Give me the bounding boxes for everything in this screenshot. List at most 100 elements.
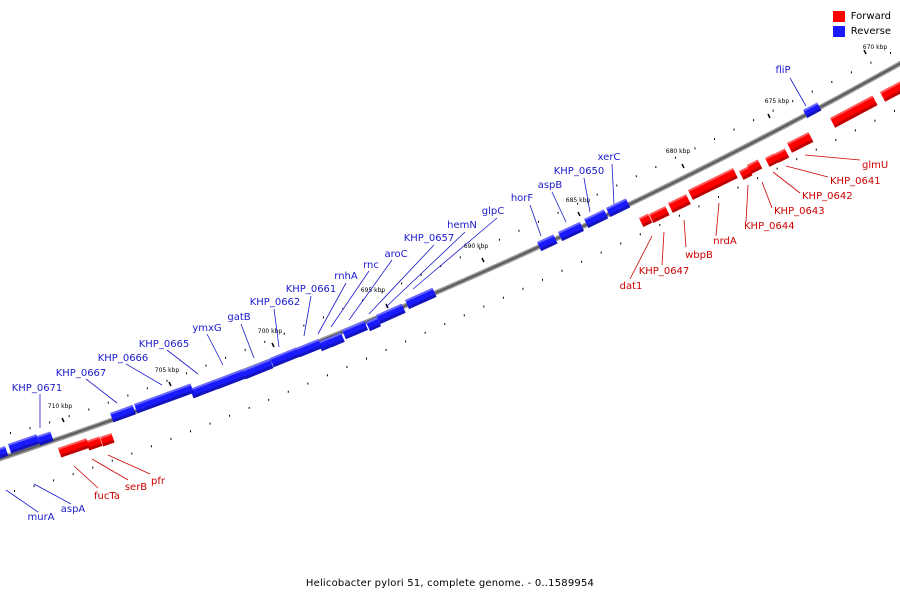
reverse-gene-16-body <box>134 383 194 414</box>
minor-tick <box>346 365 348 368</box>
reverse-gene-16-hilite <box>134 383 192 406</box>
reverse-gene-4 <box>537 234 558 252</box>
minor-tick <box>146 387 148 390</box>
minor-tick <box>244 348 246 351</box>
label-glpC-leader <box>412 217 498 290</box>
label-KHP_0662-leader <box>273 308 280 348</box>
legend-reverse: Reverse <box>832 24 891 39</box>
reverse-gene-1-hilite <box>606 198 627 210</box>
reverse-gene-15-hilite <box>190 379 215 391</box>
minor-tick <box>401 282 403 285</box>
minor-tick <box>890 52 891 54</box>
label-pfr: pfr <box>151 476 166 487</box>
label-KHP_0642: KHP_0642 <box>802 191 853 202</box>
reverse-gene-18-hilite <box>37 431 51 438</box>
forward-gene-3-shade <box>777 154 790 163</box>
reverse-gene-8 <box>342 320 368 340</box>
label-murA-leader <box>5 489 39 513</box>
minor-tick <box>538 220 539 223</box>
forward-gene-11-body <box>100 433 115 447</box>
genome-backbone <box>0 60 900 462</box>
reverse-gene-12 <box>270 347 300 368</box>
reverse-gene-1 <box>606 198 631 217</box>
tick-mark <box>481 257 485 263</box>
forward-gene-1 <box>830 95 878 128</box>
tick-mark <box>681 163 685 169</box>
reverse-gene-9-hilite <box>328 332 342 340</box>
backbone-line <box>0 62 900 460</box>
reverse-gene-6-body <box>376 303 406 325</box>
label-aspB: aspB <box>538 180 563 191</box>
minor-tick <box>366 357 367 360</box>
reverse-gene-14-body <box>214 369 246 390</box>
forward-gene-4 <box>765 153 779 167</box>
forward-gene-0 <box>880 80 900 102</box>
reverse-gene-4-shade <box>539 240 558 252</box>
minor-tick <box>322 316 324 319</box>
minor-tick <box>131 452 133 455</box>
reverse-gene-12-shade <box>272 354 300 368</box>
label-glpC: glpC <box>482 206 504 217</box>
label-dat1: dat1 <box>620 281 643 292</box>
reverse-gene-20-shade <box>0 452 9 462</box>
minor-tick <box>620 242 622 245</box>
label-horF-leader <box>529 204 542 237</box>
minor-tick <box>127 394 129 397</box>
reverse-gene-17-hilite <box>110 404 134 415</box>
reverse-gene-16 <box>134 383 194 414</box>
label-murA: murA <box>27 512 54 523</box>
reverse-gene-3-shade <box>560 228 584 242</box>
forward-gene-6-hilite <box>739 166 749 173</box>
label-KHP_0662: KHP_0662 <box>250 297 301 308</box>
forward-gene-7-shade <box>691 175 738 200</box>
label-KHP_0643-leader <box>761 181 773 209</box>
forward-gene-4-body <box>765 153 779 167</box>
minor-tick <box>150 445 152 448</box>
minor-tick <box>596 193 598 196</box>
minor-tick <box>92 466 94 469</box>
label-ymxG-leader <box>206 333 224 366</box>
minor-tick <box>714 138 715 141</box>
reverse-gene-6 <box>376 303 406 325</box>
label-KHP_0661: KHP_0661 <box>286 284 337 295</box>
label-KHP_0667-leader <box>85 378 118 404</box>
legend-forward: Forward <box>832 9 891 24</box>
minor-tick <box>581 260 583 263</box>
reverse-gene-19-shade <box>10 440 40 454</box>
label-KHP_0665-leader <box>166 349 199 375</box>
reverse-gene-1-shade <box>609 204 631 217</box>
reverse-gene-5-shade <box>407 294 437 310</box>
minor-tick <box>268 398 270 401</box>
forward-gene-3-body <box>774 148 790 163</box>
reverse-gene-6-shade <box>378 310 406 325</box>
forward-gene-13 <box>58 438 90 458</box>
forward-gene-1-hilite <box>830 95 874 120</box>
label-nrdA: nrdA <box>713 236 737 247</box>
forward-gene-9-body <box>649 206 670 223</box>
tick-mark <box>863 49 867 55</box>
minor-tick <box>639 233 641 236</box>
minor-tick <box>757 177 759 180</box>
minor-tick <box>405 340 407 343</box>
label-aroC-leader <box>348 259 393 321</box>
reverse-swatch <box>832 26 845 37</box>
scale-ticks: 670 kbp 675 kbp 680 kbp 685 kbp 690 kbp 695 k… <box>10 44 895 492</box>
reverse-gene-7 <box>366 317 382 332</box>
minor-tick <box>444 323 446 326</box>
label-KHP_0647-leader <box>661 231 665 266</box>
minor-tick <box>870 61 872 64</box>
label-nrdA-leader <box>715 202 720 237</box>
reverse-gene-9-shade <box>330 338 345 348</box>
forward-gene-9-hilite <box>649 206 667 216</box>
tick-label: 705 kbp <box>155 367 180 374</box>
reverse-gene-9 <box>328 332 345 348</box>
forward-gene-13-hilite <box>58 438 88 450</box>
minor-tick <box>190 430 191 433</box>
minor-tick <box>815 148 817 151</box>
label-gatB: gatB <box>227 312 250 323</box>
forward-gene-12 <box>86 436 103 451</box>
minor-tick <box>33 485 35 488</box>
label-KHP_0665: KHP_0665 <box>139 339 190 350</box>
forward-gene-2-body <box>787 132 814 153</box>
reverse-gene-10-hilite <box>318 337 330 344</box>
